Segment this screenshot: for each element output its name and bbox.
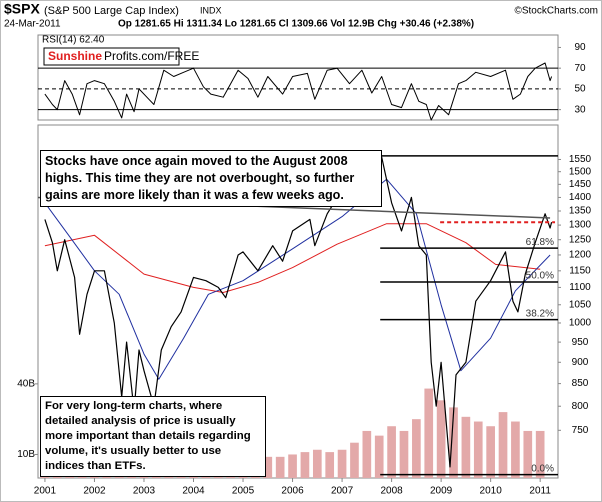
- badge: [43, 47, 180, 66]
- fib-label: 38.2%: [526, 308, 554, 319]
- x-tick-label: 2001: [34, 486, 57, 497]
- x-tick-label: 2002: [83, 486, 106, 497]
- x-tick-label: 2003: [133, 486, 156, 497]
- volume-bar: [436, 400, 446, 478]
- y-tick-label: 850: [572, 378, 589, 389]
- annotation: For very long-term charts, where detaile…: [40, 396, 266, 477]
- y-tick-label: 800: [572, 401, 589, 412]
- y-tick-label: 1200: [569, 250, 592, 261]
- volume-bar: [486, 426, 495, 478]
- volume-bar: [511, 421, 520, 478]
- volume-bar: [263, 456, 273, 478]
- y-tick-label: 1250: [569, 234, 592, 245]
- x-tick-label: 2006: [281, 486, 304, 497]
- badge-site: Profits.com/FREE: [104, 49, 199, 63]
- volume-bar: [473, 421, 483, 478]
- y-tick-label: 750: [572, 425, 589, 436]
- line-series: [44, 156, 553, 468]
- volume-bar: [535, 430, 545, 478]
- y-tick-label: 30: [574, 104, 586, 115]
- index-name: (S&P 500 Large Cap Index): [44, 5, 179, 17]
- y-tick-label: 1050: [569, 299, 592, 310]
- date: 24-Mar-2011: [4, 19, 61, 30]
- x-tick-label: 2008: [380, 486, 403, 497]
- volume-bar: [337, 449, 347, 478]
- x-tick-label: 2011: [529, 486, 551, 497]
- x-tick-label: 2010: [480, 486, 503, 497]
- volume-bar: [312, 449, 322, 478]
- volume-bar: [449, 407, 458, 478]
- x-tick-label: 2005: [232, 486, 255, 497]
- volume-bar: [461, 416, 471, 478]
- y2-tick-label: 10B: [17, 449, 35, 460]
- y-tick-label: 900: [572, 357, 589, 368]
- fib-label: 50.0%: [526, 271, 554, 282]
- y-tick-label: 70: [574, 63, 586, 74]
- y-tick-label: 1100: [569, 282, 591, 293]
- annotation: Stocks have once again moved to the Augu…: [40, 150, 382, 207]
- badge-brand: Sunshine: [48, 49, 102, 63]
- volume-bar: [412, 419, 421, 478]
- volume-bar: [350, 442, 359, 478]
- line-series: [44, 178, 551, 380]
- exchange: INDX: [200, 5, 222, 15]
- line-series: [44, 62, 553, 121]
- y-tick-label: 1450: [569, 179, 592, 190]
- y-tick-label: 50: [574, 84, 586, 95]
- volume-bar: [325, 452, 335, 478]
- y-tick-label: 90: [574, 42, 586, 53]
- volume-bar: [424, 388, 434, 478]
- x-tick-label: 2007: [331, 486, 354, 497]
- y-tick-label: 950: [572, 337, 589, 348]
- y2-tick-label: 40B: [17, 379, 35, 390]
- volume-bar: [300, 452, 310, 478]
- volume-bar: [523, 430, 533, 478]
- rsi-label: RSI(14) 62.40: [42, 35, 105, 46]
- volume-bar: [399, 430, 409, 478]
- volume-bar: [275, 456, 285, 478]
- volume-bar: [374, 435, 384, 478]
- y-tick-label: 1550: [569, 154, 592, 165]
- volume-bar: [498, 412, 508, 478]
- y-tick-label: 1000: [569, 318, 592, 329]
- y-tick-label: 1150: [569, 265, 591, 276]
- x-tick-label: 2009: [430, 486, 453, 497]
- credit: ©StockCharts.com: [514, 6, 598, 17]
- fib-label: 0.0%: [531, 463, 554, 474]
- fib-label: 61.8%: [526, 237, 554, 248]
- x-tick-label: 2004: [182, 486, 205, 497]
- y-tick-label: 1400: [569, 192, 592, 203]
- y-tick-label: 1500: [569, 166, 592, 177]
- line-series: [44, 223, 541, 293]
- volume-bar: [362, 430, 372, 478]
- volume-bar: [288, 454, 297, 478]
- y-tick-label: 1300: [569, 220, 592, 231]
- volume-bar: [387, 426, 396, 478]
- symbol: $SPX: [4, 1, 40, 17]
- quote: Op 1281.65 Hi 1311.34 Lo 1281.65 Cl 1309…: [118, 19, 474, 30]
- y-tick-label: 1350: [569, 206, 592, 217]
